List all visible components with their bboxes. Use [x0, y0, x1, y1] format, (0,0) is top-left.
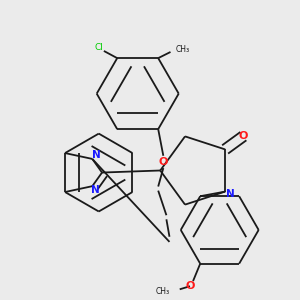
Text: CH₃: CH₃ [176, 45, 190, 54]
Text: O: O [159, 157, 168, 167]
Text: O: O [185, 281, 195, 291]
Text: N: N [92, 150, 101, 160]
Text: N: N [226, 189, 235, 199]
Text: O: O [239, 131, 248, 141]
Text: CH₃: CH₃ [155, 287, 170, 296]
Text: Cl: Cl [94, 44, 103, 52]
Text: N: N [91, 185, 100, 195]
